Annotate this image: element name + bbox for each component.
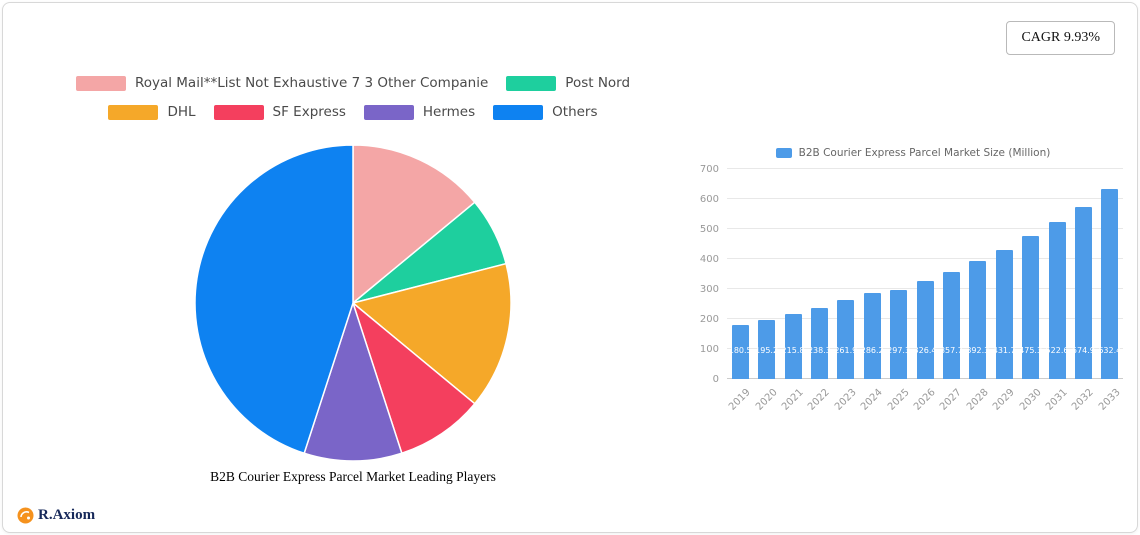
bar-value-label-2032: 574.9: [1071, 346, 1095, 355]
bar-2027[interactable]: 357.7: [939, 271, 963, 379]
bar-value-label-2020: 195.2: [755, 346, 779, 355]
bar-value-label-2030: 475.3: [1019, 346, 1043, 355]
legend-label-dhl: DHL: [167, 104, 196, 120]
x-tick-label-2019: 2019: [727, 387, 753, 413]
gridline-500: [727, 228, 1123, 229]
legend-swatch-royal-mail: [75, 75, 126, 91]
x-tick-label-2030: 2030: [1017, 387, 1044, 413]
cagr-badge: CAGR 9.93%: [1006, 21, 1115, 55]
x-tick-label-2028: 2028: [964, 387, 991, 413]
bar-value-label-2022: 238.3: [807, 346, 831, 355]
bar-legend-swatch: [775, 148, 792, 158]
legend-item-hermes[interactable]: Hermes: [363, 104, 476, 120]
bar-2026[interactable]: 326.4: [913, 281, 937, 379]
x-tick-label-2021: 2021: [780, 387, 806, 413]
bar-2033[interactable]: 632.4: [1098, 189, 1122, 379]
bar-chart-legend[interactable]: B2B Courier Express Parcel Market Size (…: [693, 147, 1133, 159]
bar-chart-plot-row: 0 100 200 300 400 500 600 700 180.5 195.2 215.8 23…: [693, 164, 1133, 385]
pie-slice-4[interactable]: [303, 300, 403, 462]
pie-slice-2[interactable]: [351, 262, 512, 405]
bar-value-label-2028: 392.3: [966, 346, 990, 355]
bar-2029[interactable]: 431.7: [992, 249, 1016, 379]
y-tick-label-700: 700: [699, 164, 719, 175]
y-tick-label-500: 500: [699, 224, 719, 235]
x-tick-label-2020: 2020: [753, 387, 780, 413]
legend-label-post-nord: Post Nord: [565, 75, 631, 91]
x-tick-label-2033: 2033: [1096, 387, 1123, 413]
bar-value-label-2029: 431.7: [992, 346, 1016, 355]
y-tick-label-100: 100: [699, 344, 719, 355]
bar-2023[interactable]: 261.9: [834, 300, 858, 379]
legend-swatch-others: [493, 104, 544, 120]
legend-label-sf-express: SF Express: [272, 104, 346, 120]
x-tick-label-2032: 2032: [1070, 387, 1097, 413]
gridline-600: [727, 198, 1123, 199]
legend-swatch-dhl: [108, 104, 159, 120]
legend-label-others: Others: [552, 104, 598, 120]
bar-2031[interactable]: 522.6: [1045, 222, 1069, 379]
bar-value-label-2031: 522.6: [1045, 346, 1069, 355]
logo-text: R.Axiom: [38, 507, 96, 523]
x-tick-label-2025: 2025: [885, 387, 912, 413]
bar-value-label-2026: 326.4: [913, 346, 937, 355]
x-tick-label-2029: 2029: [991, 387, 1017, 413]
logo-icon: [17, 507, 34, 524]
legend-item-dhl[interactable]: DHL: [108, 104, 196, 120]
legend-swatch-sf-express: [213, 104, 264, 120]
bar-value-label-2019: 180.5: [728, 346, 752, 355]
pie-chart-title: B2B Courier Express Parcel Market Leadin…: [210, 469, 496, 484]
bar-legend-label: B2B Courier Express Parcel Market Size (…: [798, 147, 1051, 159]
legend-label-hermes: Hermes: [422, 104, 476, 120]
legend-swatch-hermes: [363, 104, 414, 120]
bar-chart-plot-area: 180.5 195.2 215.8 238.3 261.9 286.2 297.3 326.4…: [727, 168, 1123, 379]
pie-slice-3[interactable]: [351, 300, 476, 455]
bar-2020[interactable]: 195.2: [755, 320, 779, 379]
legend-item-sf-express[interactable]: SF Express: [213, 104, 346, 120]
bar-value-label-2027: 357.7: [939, 346, 963, 355]
gridline-700: [727, 168, 1123, 169]
y-tick-label-200: 200: [699, 314, 719, 325]
legend-item-post-nord[interactable]: Post Nord: [506, 75, 630, 91]
legend-label-royal-mail: Royal Mail**List Not Exhaustive 7 3 Othe…: [134, 75, 489, 91]
bar-value-label-2025: 297.3: [887, 346, 911, 355]
legend-swatch-post-nord: [506, 75, 557, 91]
y-tick-label-0: 0: [712, 374, 719, 385]
bar-2032[interactable]: 574.9: [1071, 206, 1095, 379]
x-tick-label-2024: 2024: [859, 387, 885, 413]
bar-2022[interactable]: 238.3: [807, 307, 831, 379]
x-tick-label-2026: 2026: [912, 387, 938, 413]
bar-chart-x-axis: 2019 2020 2021 2022 2023 2024 2025 2026 2027 2028…: [727, 379, 1123, 421]
chart-legend: Royal Mail**List Not Exhaustive 7 3 Othe…: [3, 75, 703, 133]
bar-2028[interactable]: 392.3: [966, 261, 990, 379]
bar-value-label-2024: 286.2: [860, 346, 884, 355]
bar-2030[interactable]: 475.3: [1019, 236, 1043, 379]
x-tick-label-2031: 2031: [1044, 387, 1070, 413]
pie-slice-0[interactable]: [352, 144, 476, 305]
pie-slice-5[interactable]: [194, 144, 354, 455]
x-tick-label-2022: 2022: [806, 387, 833, 413]
pie-chart-container: [183, 133, 523, 473]
gridline-400: [727, 258, 1123, 259]
legend-row-1: Royal Mail**List Not Exhaustive 7 3 Othe…: [3, 75, 703, 91]
bar-2021[interactable]: 215.8: [781, 314, 805, 379]
brand-logo: R.Axiom: [17, 507, 95, 524]
legend-item-royal-mail[interactable]: Royal Mail**List Not Exhaustive 7 3 Othe…: [75, 75, 489, 91]
legend-item-others[interactable]: Others: [493, 104, 598, 120]
x-tick-label-2023: 2023: [832, 387, 859, 413]
pie-chart: [194, 144, 512, 462]
bar-value-label-2033: 632.4: [1098, 346, 1122, 355]
bar-chart-section: B2B Courier Express Parcel Market Size (…: [693, 147, 1133, 421]
bar-2019[interactable]: 180.5: [728, 324, 752, 379]
y-tick-label-600: 600: [699, 194, 719, 205]
y-tick-label-400: 400: [699, 254, 719, 265]
y-tick-label-300: 300: [699, 284, 719, 295]
bar-value-label-2021: 215.8: [781, 346, 805, 355]
bar-2024[interactable]: 286.2: [860, 293, 884, 379]
bar-chart-y-axis: 0 100 200 300 400 500 600 700: [693, 164, 727, 385]
x-tick-label-2027: 2027: [938, 387, 965, 413]
bar-2025[interactable]: 297.3: [887, 289, 911, 379]
bar-value-label-2023: 261.9: [834, 346, 858, 355]
legend-row-2: DHL SF Express Hermes Others: [3, 104, 703, 120]
